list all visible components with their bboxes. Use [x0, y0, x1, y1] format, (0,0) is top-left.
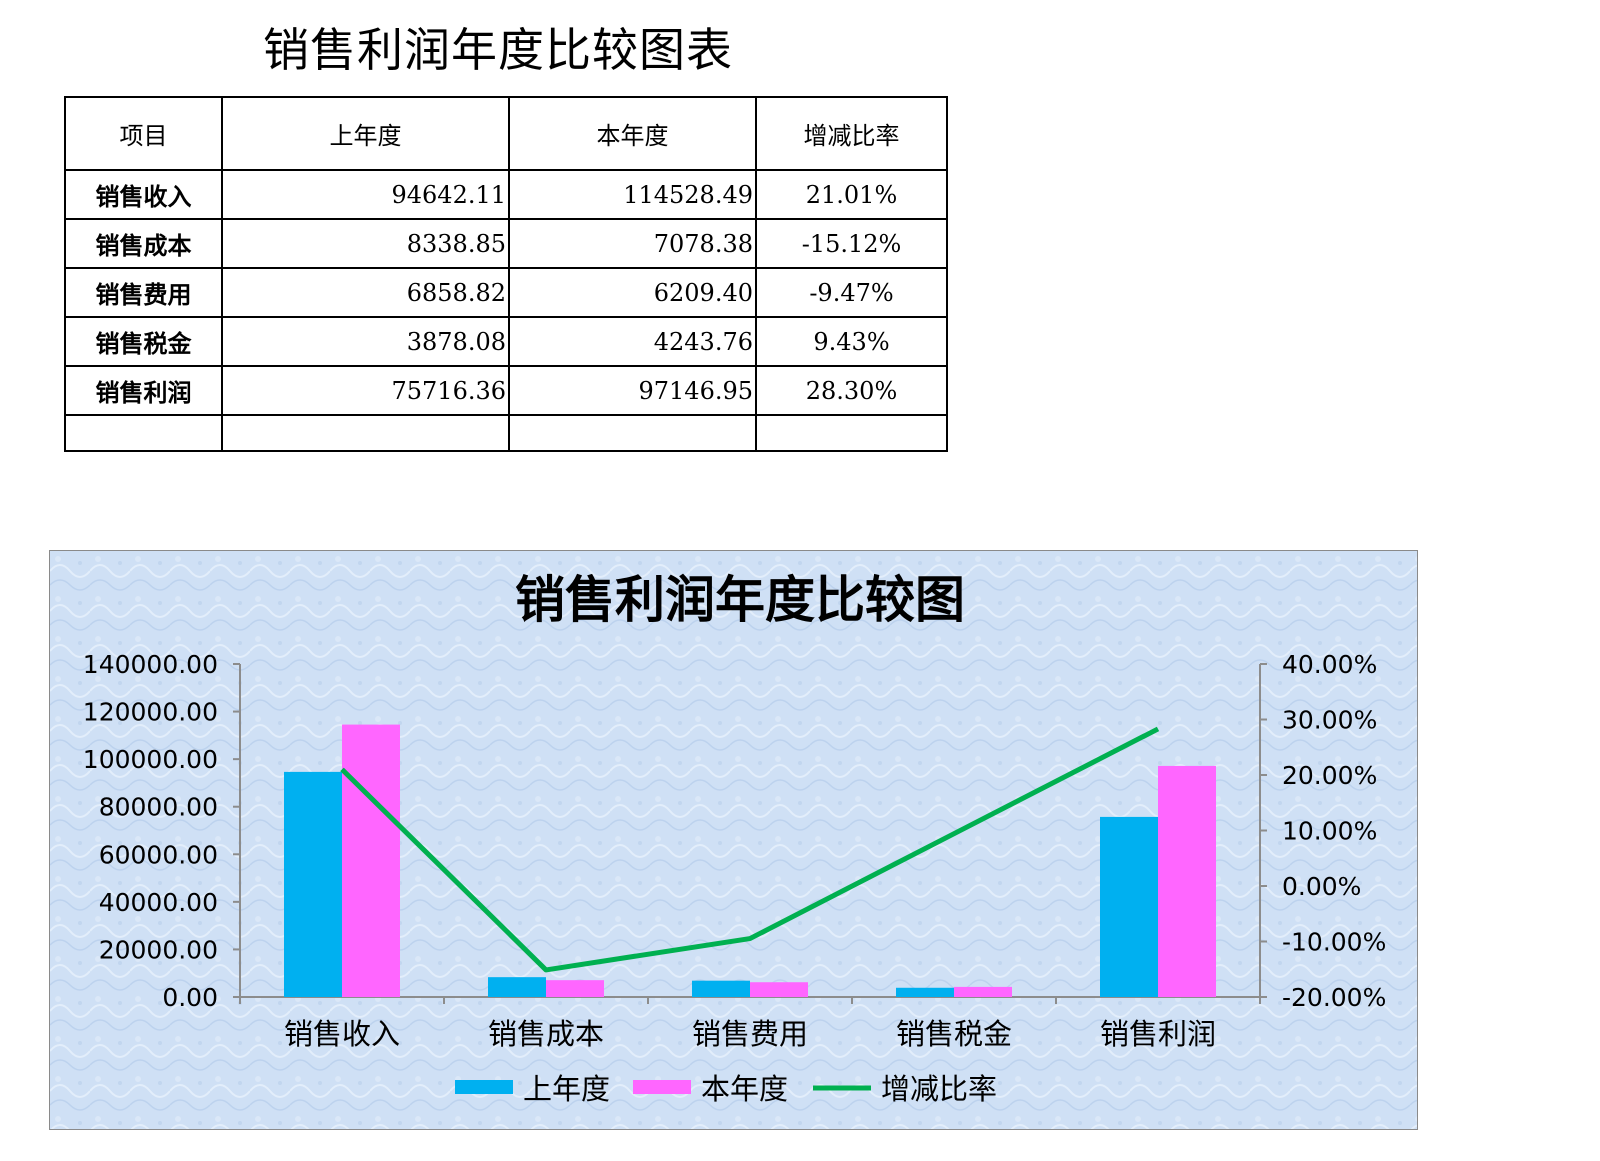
empty-cell [221, 414, 510, 452]
left-axis-tick-label: 100000.00 [83, 745, 218, 774]
row-name: 销售成本 [64, 218, 223, 269]
right-axis-tick-label: -10.00% [1282, 928, 1386, 957]
last-year-value: 8338.85 [221, 218, 510, 269]
left-axis-tick-label: 40000.00 [99, 888, 218, 917]
last-year-value: 3878.08 [221, 316, 510, 367]
table-row: 销售税金 3878.08 4243.76 9.43% [64, 316, 948, 367]
table-header-row: 项目 上年度 本年度 增减比率 [64, 96, 948, 171]
legend-swatch [633, 1080, 691, 1094]
bar-this-year [1158, 765, 1216, 997]
column-header-this-year: 本年度 [508, 96, 757, 171]
legend-label: 本年度 [701, 1072, 788, 1106]
bar-last-year [488, 977, 546, 997]
table-row: 销售利润 75716.36 97146.95 28.30% [64, 365, 948, 416]
right-axis-tick-label: 40.00% [1282, 650, 1377, 679]
this-year-value: 97146.95 [508, 365, 757, 416]
bar-this-year [546, 980, 604, 997]
bar-this-year [750, 982, 808, 997]
left-axis-tick-label: 20000.00 [99, 935, 218, 964]
legend-swatch [455, 1080, 513, 1094]
bar-last-year [284, 771, 342, 997]
column-header-change-rate: 增减比率 [755, 96, 948, 171]
change-rate-value: 9.43% [755, 316, 948, 367]
bar-this-year [342, 724, 400, 997]
row-name: 销售税金 [64, 316, 223, 367]
right-axis-tick-label: 0.00% [1282, 872, 1361, 901]
change-rate-line [340, 726, 1160, 973]
change-rate-value: 21.01% [755, 169, 948, 220]
chart-area[interactable]: 销售利润年度比较图 0.00 20000.00 40000.00 60000.00 80… [49, 550, 1418, 1130]
category-label: 销售费用 [692, 1017, 808, 1051]
row-name: 销售收入 [64, 169, 223, 220]
category-label: 销售利润 [1100, 1017, 1216, 1051]
comparison-table: 项目 上年度 本年度 增减比率 销售收入 94642.11 114528.49 … [64, 96, 948, 452]
change-rate-value: 28.30% [755, 365, 948, 416]
change-rate-value: -9.47% [755, 267, 948, 318]
this-year-value: 7078.38 [508, 218, 757, 269]
right-axis-tick-label: -20.00% [1282, 983, 1386, 1012]
table-row: 销售收入 94642.11 114528.49 21.01% [64, 169, 948, 220]
combo-chart: 销售利润年度比较图 0.00 20000.00 40000.00 60000.00 80… [50, 551, 1417, 1129]
legend-label: 增减比率 [881, 1072, 997, 1106]
table-row: 销售成本 8338.85 7078.38 -15.12% [64, 218, 948, 269]
bar-last-year [896, 987, 954, 997]
category-label: 销售成本 [488, 1017, 604, 1051]
column-header-item: 项目 [64, 96, 223, 171]
right-axis-tick-label: 10.00% [1282, 817, 1377, 846]
document-title: 销售利润年度比较图表 [263, 23, 733, 77]
last-year-value: 94642.11 [221, 169, 510, 220]
empty-cell [64, 414, 223, 452]
bar-last-year [1100, 816, 1158, 997]
bar-last-year [692, 980, 750, 997]
this-year-value: 114528.49 [508, 169, 757, 220]
left-axis-tick-label: 0.00 [162, 983, 218, 1012]
empty-table-row [64, 414, 948, 452]
row-name: 销售费用 [64, 267, 223, 318]
empty-cell [508, 414, 757, 452]
last-year-value: 75716.36 [221, 365, 510, 416]
category-label: 销售税金 [896, 1017, 1012, 1051]
category-label: 销售收入 [284, 1017, 400, 1051]
empty-cell [755, 414, 948, 452]
column-header-last-year: 上年度 [221, 96, 510, 171]
right-axis-tick-label: 30.00% [1282, 706, 1377, 735]
last-year-value: 6858.82 [221, 267, 510, 318]
left-axis-tick-label: 60000.00 [99, 840, 218, 869]
change-rate-value: -15.12% [755, 218, 948, 269]
this-year-value: 6209.40 [508, 267, 757, 318]
right-axis-tick-label: 20.00% [1282, 761, 1377, 790]
left-axis-tick-label: 140000.00 [83, 650, 218, 679]
table-row: 销售费用 6858.82 6209.40 -9.47% [64, 267, 948, 318]
left-axis-tick-label: 120000.00 [83, 698, 218, 727]
left-axis-tick-label: 80000.00 [99, 793, 218, 822]
legend-label: 上年度 [523, 1072, 610, 1106]
chart-title: 销售利润年度比较图 [515, 571, 965, 629]
this-year-value: 4243.76 [508, 316, 757, 367]
bar-this-year [954, 986, 1012, 997]
row-name: 销售利润 [64, 365, 223, 416]
